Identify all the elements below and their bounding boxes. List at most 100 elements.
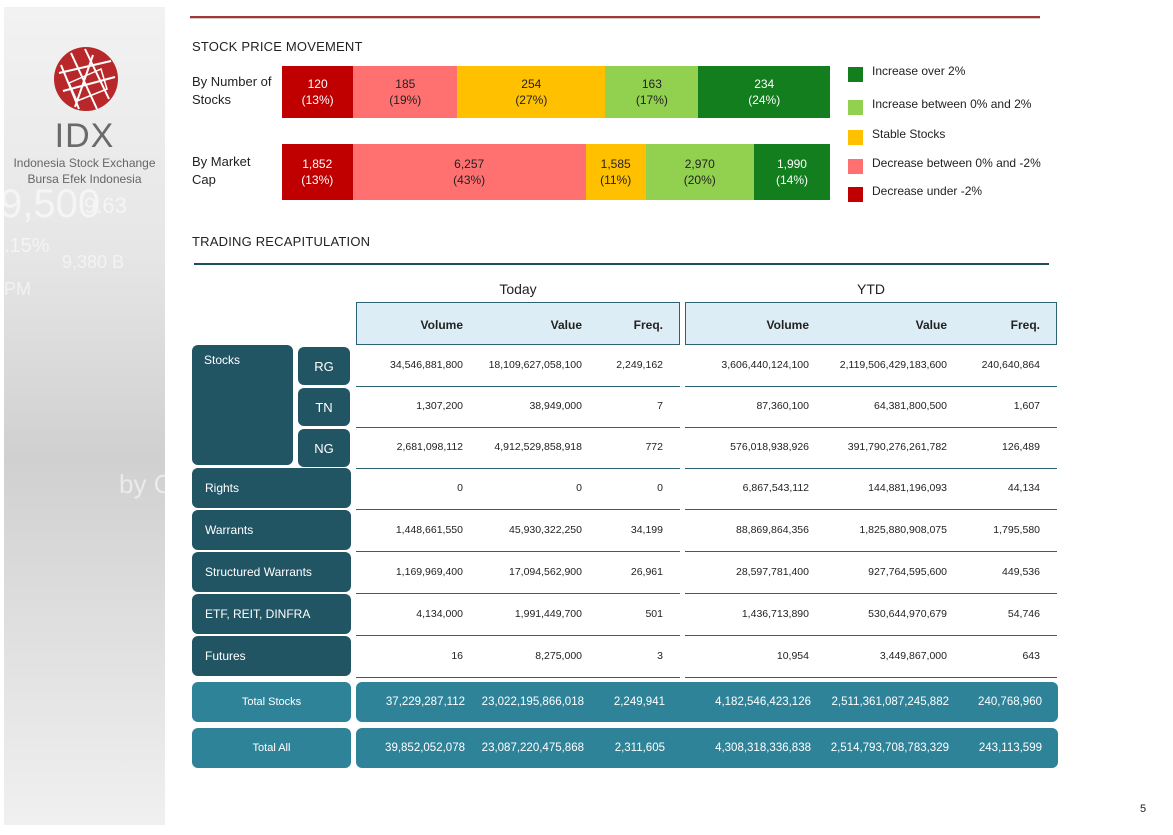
total-row-background [356, 728, 1058, 768]
table-cell: 34,199 [630, 524, 663, 536]
table-cell: 126,489 [1002, 441, 1040, 453]
segment-value: 163 [641, 77, 662, 91]
row-label-ng: NG [298, 429, 350, 467]
table-cell: 4,134,000 [416, 608, 463, 620]
row-separator [356, 509, 680, 510]
row-separator [685, 593, 1057, 594]
legend-label: Stable Stocks [872, 127, 946, 141]
total-cell: 4,308,318,336,838 [715, 742, 811, 754]
background-decoration: PM [4, 279, 31, 299]
row-separator [356, 677, 680, 678]
table-cell: 18,109,627,058,100 [488, 359, 582, 371]
table-cell: 2,249,162 [616, 359, 663, 371]
logo-wordmark: IDX [54, 117, 115, 155]
segment-value: 254 [521, 77, 542, 91]
table-cell: 88,869,864,356 [736, 524, 809, 536]
table-cell: 1,169,969,400 [395, 566, 463, 578]
segment-percent: (43%) [453, 173, 486, 187]
total-cell: 240,768,960 [978, 696, 1042, 708]
segment-percent: (14%) [775, 173, 808, 187]
segment-percent: (13%) [301, 173, 334, 187]
row-label: Rights [192, 468, 351, 508]
idx-logo-icon [54, 47, 118, 111]
row-separator [356, 468, 680, 469]
table-cell: 391,790,276,261,782 [847, 441, 947, 453]
bar-segment: 6,257 (43%) [352, 144, 586, 200]
table-cell: 17,094,562,900 [509, 566, 582, 578]
recap-rule [194, 263, 1049, 265]
row-label-tn: TN [298, 388, 350, 426]
stocks-group-label: Stocks [192, 345, 293, 465]
background-decoration: 9,500 [4, 182, 101, 226]
row-label-rg: RG [298, 347, 350, 385]
segment-value: 1,585 [600, 157, 631, 171]
table-cell: 6,867,543,112 [742, 482, 809, 494]
today-heading: Today [499, 281, 537, 297]
segment-value: 234 [754, 77, 775, 91]
table-cell: 1,436,713,890 [741, 608, 809, 620]
total-cell: 23,087,220,475,868 [481, 742, 584, 754]
logo-subtitle-indonesian: Bursa Efek Indonesia [27, 172, 142, 186]
table-cell: 8,275,000 [535, 650, 582, 662]
row-separator [685, 677, 1057, 678]
legend-swatch [848, 159, 863, 174]
table-cell: 0 [457, 482, 463, 494]
legend-swatch [848, 67, 863, 82]
sidebar-background: 9,500 9.63 .15% 9,380 B PM by Ch IDX Ind… [4, 7, 165, 825]
table-cell: 10,954 [776, 650, 809, 662]
table-cell: 643 [1022, 650, 1040, 662]
background-decoration: 9.63 [84, 193, 127, 218]
column-header: Freq. [1010, 318, 1040, 332]
background-decoration: .15% [4, 235, 50, 257]
column-header: Volume [766, 318, 809, 332]
row-separator [685, 509, 1057, 510]
segment-value: 2,970 [684, 157, 715, 171]
total-label: Total Stocks [192, 682, 351, 722]
column-header: Value [915, 318, 947, 332]
table-cell: 87,360,100 [756, 400, 809, 412]
legend-swatch [848, 130, 863, 145]
total-row-background [356, 682, 1058, 722]
bar-segment: 163 (17%) [605, 66, 699, 118]
table-cell: 34,546,881,800 [390, 359, 463, 371]
segment-percent: (27%) [515, 93, 548, 107]
segment-percent: (24%) [748, 93, 781, 107]
row-separator [685, 468, 1057, 469]
segment-value: 1,990 [776, 157, 807, 171]
row-separator [356, 386, 680, 387]
total-cell: 2,511,361,087,245,882 [831, 696, 949, 708]
segment-value: 1,852 [302, 157, 333, 171]
total-cell: 39,852,052,078 [385, 742, 465, 754]
total-cell: 4,182,546,423,126 [715, 696, 811, 708]
table-cell: 1,607 [1013, 400, 1040, 412]
by-number-bar: 120 (13%) 185 (19%) 254 (27%) 163 (17%) 234 (24%) [282, 66, 830, 118]
by-market-cap-label: By Market Cap [192, 154, 251, 187]
table-cell: 772 [645, 441, 663, 453]
total-label: Total All [192, 728, 351, 768]
table-cell: 1,307,200 [416, 400, 463, 412]
table-cell: 64,381,800,500 [874, 400, 947, 412]
row-label: Futures [192, 636, 351, 676]
bar-segment: 2,970 (20%) [645, 144, 754, 200]
table-cell: 449,536 [1002, 566, 1040, 578]
segment-percent: (11%) [600, 173, 632, 187]
table-cell: 45,930,322,250 [509, 524, 582, 536]
total-cell: 37,229,287,112 [385, 696, 465, 708]
table-cell: 16 [451, 650, 463, 662]
legend-label: Increase over 2% [872, 64, 966, 78]
table-cell: 3,606,440,124,100 [721, 359, 809, 371]
bar-segment: 1,585 (11%) [585, 144, 646, 200]
table-cell: 26,961 [630, 566, 663, 578]
table-cell: 1,448,661,550 [395, 524, 463, 536]
background-decoration: 9,380 B [62, 252, 125, 272]
table-cell: 38,949,000 [529, 400, 582, 412]
row-separator [685, 551, 1057, 552]
table-cell: 3,449,867,000 [879, 650, 947, 662]
ytd-heading: YTD [857, 281, 885, 297]
row-label: Structured Warrants [192, 552, 351, 592]
table-cell: 28,597,781,400 [736, 566, 809, 578]
header-rule [190, 16, 1040, 18]
bar-segment: 185 (19%) [353, 66, 458, 118]
legend-item: Increase over 2% [848, 64, 965, 82]
bar-segment: 234 (24%) [698, 66, 830, 118]
